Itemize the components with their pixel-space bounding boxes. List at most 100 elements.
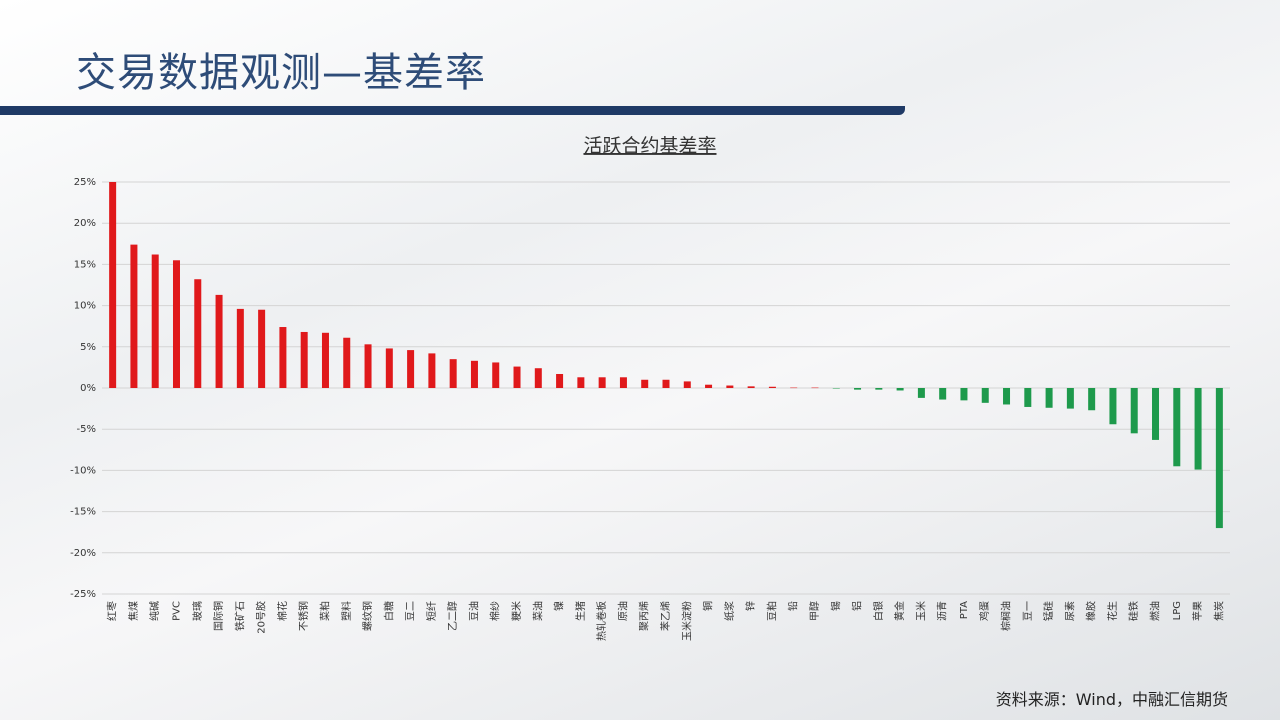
x-tick-label: 尿素 xyxy=(1063,601,1076,621)
bar xyxy=(407,350,415,388)
x-tick-label: 棉纱 xyxy=(489,601,502,621)
bar xyxy=(385,348,393,388)
bar xyxy=(172,260,180,388)
x-tick-label: 焦煤 xyxy=(127,601,140,621)
x-tick-label: 乙二醇 xyxy=(446,601,459,631)
bar xyxy=(534,368,542,388)
bar xyxy=(1215,388,1223,529)
bar xyxy=(109,182,117,388)
x-tick-label: 沥青 xyxy=(936,601,949,621)
bar xyxy=(1066,388,1074,409)
y-tick-label: -25% xyxy=(70,589,96,600)
bar xyxy=(811,387,819,389)
bar xyxy=(449,359,457,388)
bar xyxy=(875,388,883,390)
x-tick-label: 锌 xyxy=(744,601,757,611)
bar xyxy=(662,379,670,388)
bar xyxy=(1003,388,1011,405)
bar xyxy=(1194,388,1202,470)
y-tick-label: -20% xyxy=(70,548,96,559)
x-tick-label: 焦炭 xyxy=(1212,601,1225,621)
y-tick-label: 10% xyxy=(74,301,96,312)
x-tick-label: PVC xyxy=(171,601,182,621)
x-tick-label: 苹果 xyxy=(1191,601,1204,621)
bar xyxy=(641,379,649,388)
x-tick-label: 原油 xyxy=(616,601,629,621)
x-tick-label: 棉花 xyxy=(276,601,289,621)
y-tick-label: 25% xyxy=(74,177,96,188)
bar xyxy=(492,362,500,388)
x-tick-label: 铁矿石 xyxy=(233,601,246,631)
x-tick-label: 白银 xyxy=(872,601,885,621)
bar xyxy=(790,387,798,389)
x-tick-label: 菜油 xyxy=(531,601,544,621)
x-tick-label: 燃油 xyxy=(1149,601,1162,621)
bar xyxy=(556,373,564,388)
x-tick-label: 鸡蛋 xyxy=(978,601,991,621)
bar xyxy=(726,385,734,388)
bar xyxy=(896,388,904,391)
x-tick-label: 国际铜 xyxy=(213,601,225,631)
y-tick-label: 5% xyxy=(80,342,96,353)
x-tick-label: 玉米淀粉 xyxy=(680,601,693,641)
bar xyxy=(960,388,968,401)
x-tick-label: 黄金 xyxy=(893,601,906,621)
x-tick-label: 豆粕 xyxy=(765,601,778,621)
bar xyxy=(194,279,202,388)
y-tick-label: -15% xyxy=(70,507,96,518)
x-tick-label: 铝 xyxy=(852,601,864,611)
x-tick-label: LPG xyxy=(1172,601,1183,620)
x-tick-label: 甲醇 xyxy=(808,601,821,621)
bar xyxy=(236,308,244,388)
bar xyxy=(279,327,287,388)
bar xyxy=(577,377,585,388)
bar xyxy=(343,337,351,388)
x-tick-label: 豆一 xyxy=(1022,601,1034,621)
bar xyxy=(619,377,627,388)
x-tick-label: 20号胶 xyxy=(255,601,268,634)
x-tick-label: 铅 xyxy=(787,601,800,611)
bar xyxy=(1045,388,1053,408)
y-tick-label: -5% xyxy=(77,424,96,435)
bar xyxy=(747,386,755,388)
x-tick-label: PTA xyxy=(959,601,970,619)
x-tick-label: 螺纹钢 xyxy=(361,601,374,631)
bar xyxy=(768,386,776,388)
x-tick-label: 镍 xyxy=(553,601,566,611)
bar xyxy=(470,360,478,388)
bar xyxy=(428,353,436,388)
x-tick-label: 苯乙烯 xyxy=(659,601,672,631)
x-tick-label: 红枣 xyxy=(106,601,119,621)
y-tick-label: -10% xyxy=(70,465,96,476)
x-tick-label: 豆二 xyxy=(405,601,417,621)
x-tick-label: 玉米 xyxy=(914,601,927,621)
bar xyxy=(598,377,606,388)
x-tick-label: 塑料 xyxy=(340,601,353,621)
bar xyxy=(1152,388,1160,440)
bar xyxy=(854,388,862,390)
x-tick-label: 锡 xyxy=(829,601,842,611)
source-note: 资料来源：Wind，中融汇信期货 xyxy=(995,690,1228,709)
x-tick-label: 菜粕 xyxy=(318,601,331,621)
slide-title: 交易数据观测—基差率 xyxy=(76,50,486,96)
x-tick-label: 纸浆 xyxy=(723,601,736,621)
x-tick-label: 白糖 xyxy=(382,601,395,621)
x-tick-label: 不锈钢 xyxy=(297,601,310,631)
y-tick-label: 15% xyxy=(74,259,96,270)
x-tick-label: 粳米 xyxy=(510,601,523,621)
bar xyxy=(832,388,840,389)
x-tick-label: 橡胶 xyxy=(1085,601,1098,621)
chart-title: 活跃合约基差率 xyxy=(583,135,716,157)
x-tick-label: 短纤 xyxy=(425,601,438,621)
y-tick-label: 0% xyxy=(80,383,96,394)
bar xyxy=(705,384,713,388)
bar xyxy=(981,388,989,403)
header-bar xyxy=(0,106,905,115)
bar xyxy=(1024,388,1032,407)
bar xyxy=(939,388,947,400)
bar xyxy=(300,331,308,388)
bar xyxy=(321,332,329,388)
x-tick-label: 聚丙烯 xyxy=(638,601,651,631)
